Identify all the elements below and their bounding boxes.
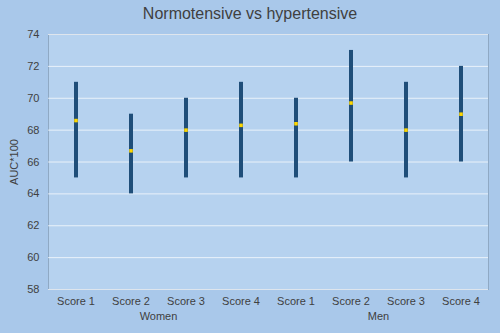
svg-text:64: 64 bbox=[27, 187, 39, 199]
svg-text:66: 66 bbox=[27, 156, 39, 168]
svg-text:Score 4: Score 4 bbox=[222, 295, 260, 307]
svg-text:70: 70 bbox=[27, 92, 39, 104]
svg-text:72: 72 bbox=[27, 60, 39, 72]
svg-text:Score 4: Score 4 bbox=[442, 295, 480, 307]
svg-text:Score 3: Score 3 bbox=[387, 295, 425, 307]
svg-text:58: 58 bbox=[27, 283, 39, 295]
svg-text:Score 1: Score 1 bbox=[57, 295, 95, 307]
svg-text:74: 74 bbox=[27, 28, 39, 40]
svg-text:60: 60 bbox=[27, 251, 39, 263]
svg-text:Score 2: Score 2 bbox=[112, 295, 150, 307]
svg-text:Score 3: Score 3 bbox=[167, 295, 205, 307]
svg-text:62: 62 bbox=[27, 219, 39, 231]
svg-text:Score 2: Score 2 bbox=[332, 295, 370, 307]
svg-text:Men: Men bbox=[368, 310, 389, 322]
svg-text:AUC*100: AUC*100 bbox=[8, 139, 20, 185]
html-text:Normotensive vs hypertensive: Normotensive vs hypertensive bbox=[142, 5, 358, 22]
svg-text:Women: Women bbox=[140, 310, 178, 322]
svg-text:68: 68 bbox=[27, 124, 39, 136]
svg-text:Score 1: Score 1 bbox=[277, 295, 315, 307]
